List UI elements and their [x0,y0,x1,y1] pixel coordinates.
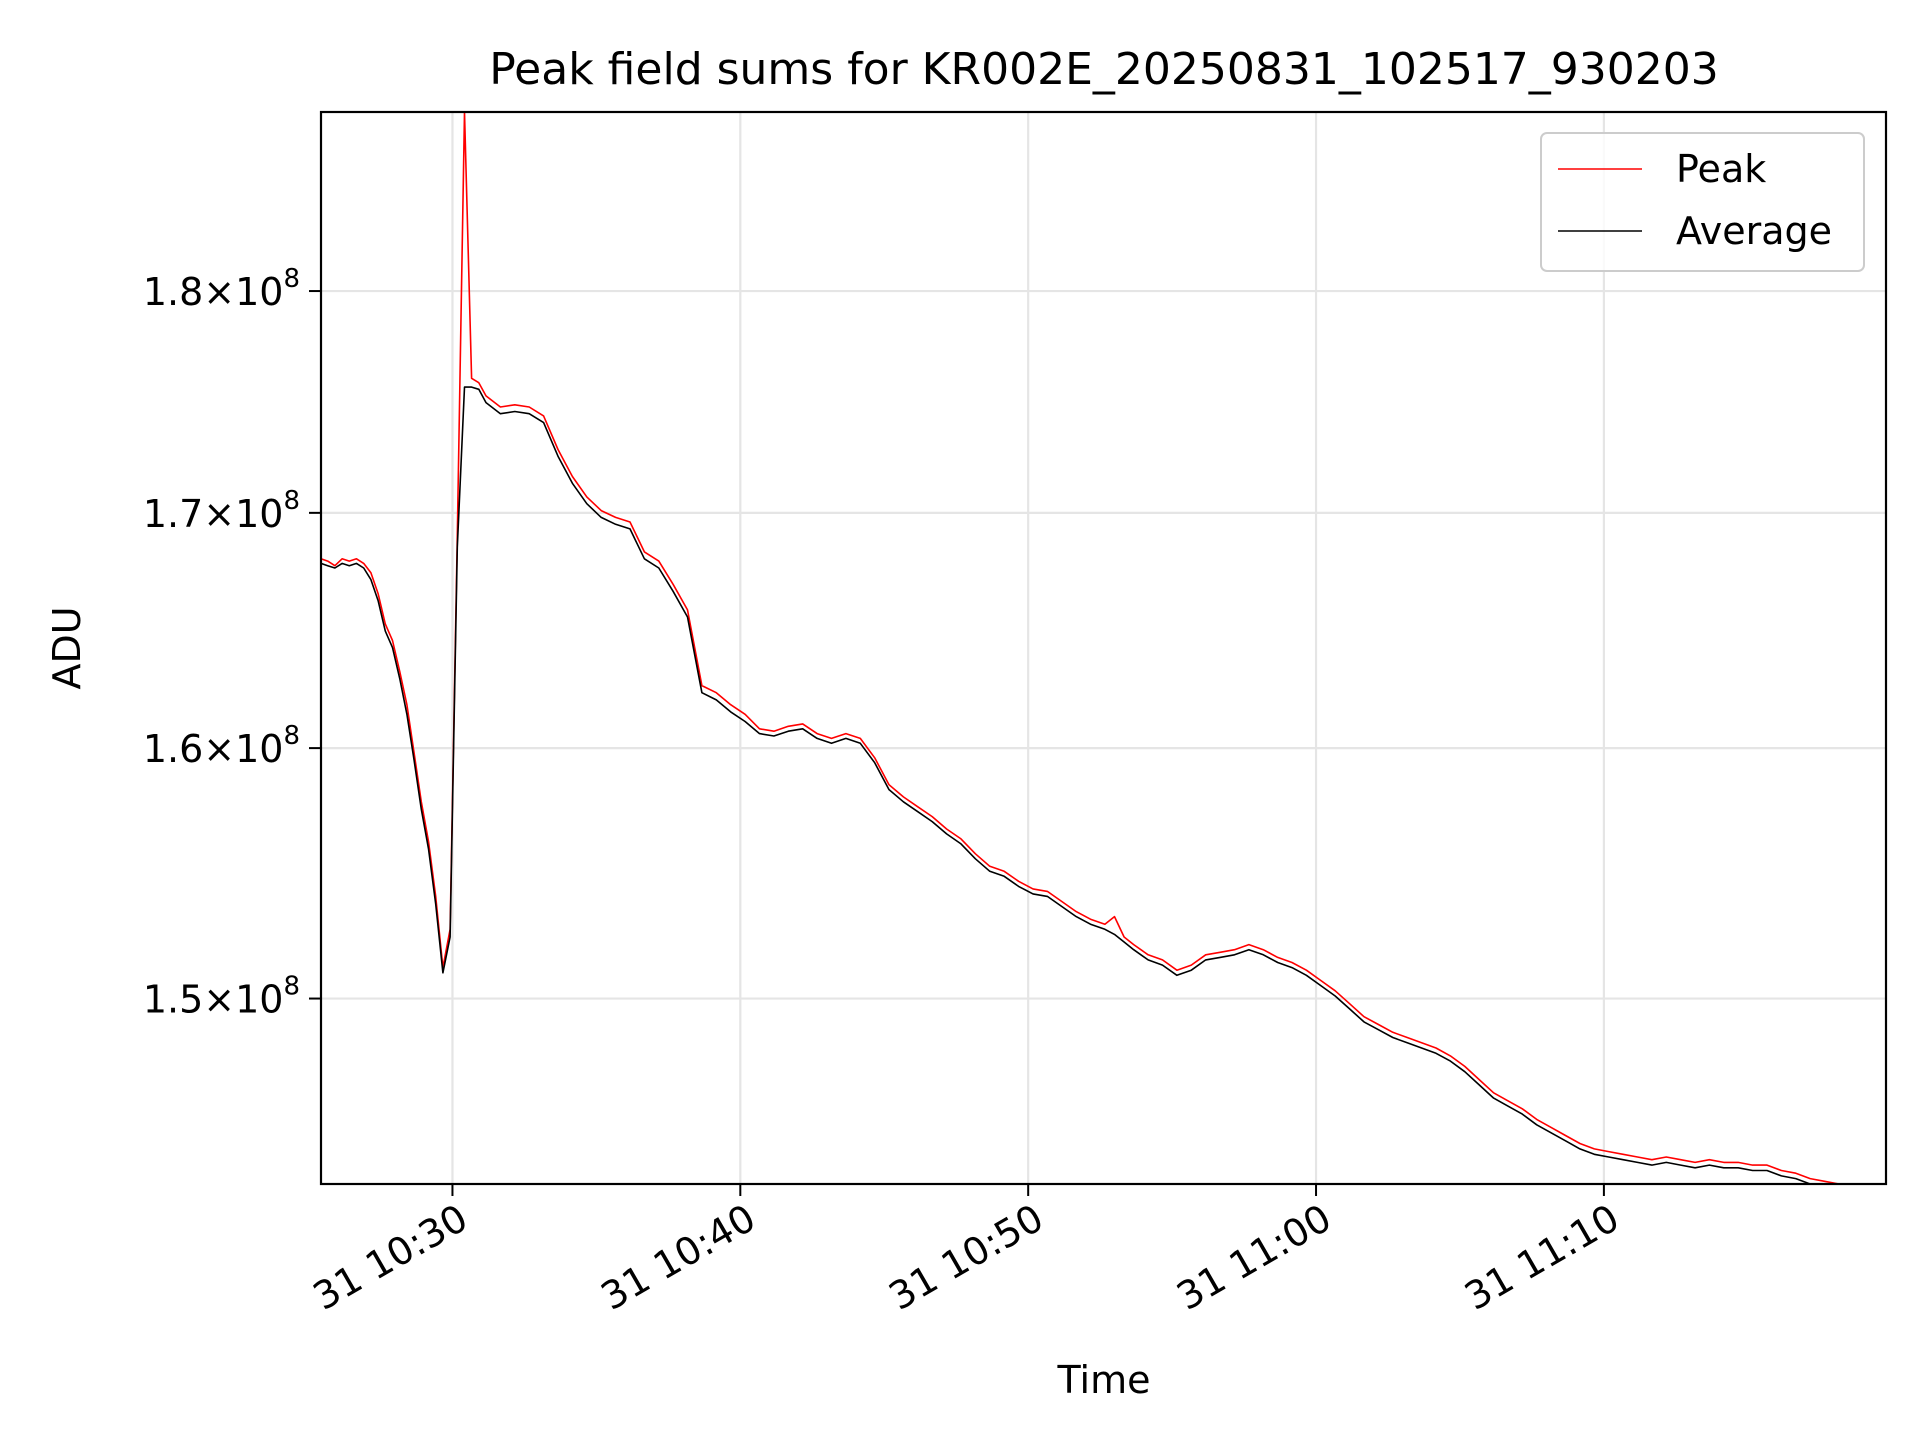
series-line-peak [321,112,1842,1184]
y-tick-label: 1.8×108 [143,264,300,314]
legend-box [1540,132,1865,272]
legend-label-average: Average [1676,209,1832,253]
x-axis-label: Time [1057,1358,1151,1402]
plot-frame [319,110,1888,1186]
grid [321,112,1886,1184]
y-tick-label: 1.7×108 [143,486,300,536]
legend: Peak Average [1540,132,1865,272]
y-tick-label: 1.5×108 [143,972,300,1022]
y-axis-label: ADU [45,606,89,689]
series-line-average [321,386,1815,1184]
y-axis: 1.5×108 1.6×108 1.7×108 1.8×108 [143,264,321,1022]
series-layer [321,112,1842,1184]
chart-title: Peak field sums for KR002E_20250831_1025… [489,44,1719,95]
legend-label-peak: Peak [1676,147,1766,191]
y-tick-label: 1.6×108 [143,721,300,771]
